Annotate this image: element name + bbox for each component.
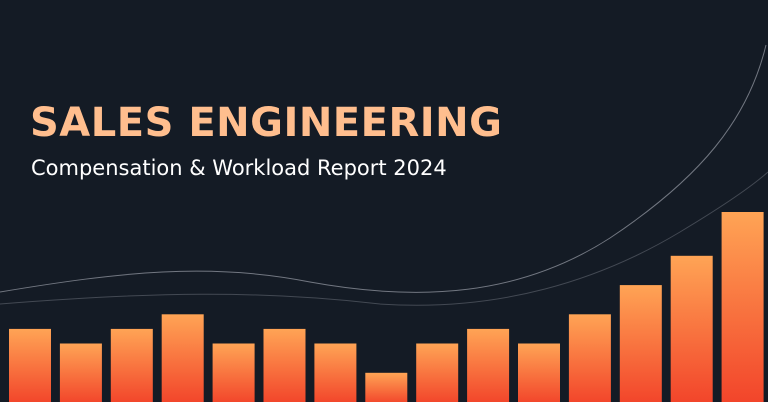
decorative-bar: [619, 285, 662, 402]
decorative-bar: [518, 343, 560, 402]
decorative-bar: [9, 328, 51, 402]
decorative-bars: [9, 212, 764, 402]
report-title: SALES ENGINEERING: [30, 100, 503, 146]
decorative-bar: [467, 328, 510, 402]
decorative-bar: [365, 372, 408, 402]
decorative-bar: [568, 314, 611, 402]
decorative-bar: [721, 212, 764, 402]
report-subtitle: Compensation & Workload Report 2024: [31, 156, 447, 180]
decorative-bar: [670, 255, 713, 402]
decorative-bar: [212, 343, 255, 402]
decorative-bar: [314, 343, 357, 402]
decorative-bar: [59, 343, 102, 402]
decorative-bar: [263, 328, 306, 402]
decorative-bar: [110, 328, 153, 402]
decorative-curve-line-faint: [0, 171, 768, 306]
decorative-bar: [416, 343, 459, 402]
decorative-curve-line: [0, 44, 767, 293]
decorative-bar: [161, 314, 204, 402]
